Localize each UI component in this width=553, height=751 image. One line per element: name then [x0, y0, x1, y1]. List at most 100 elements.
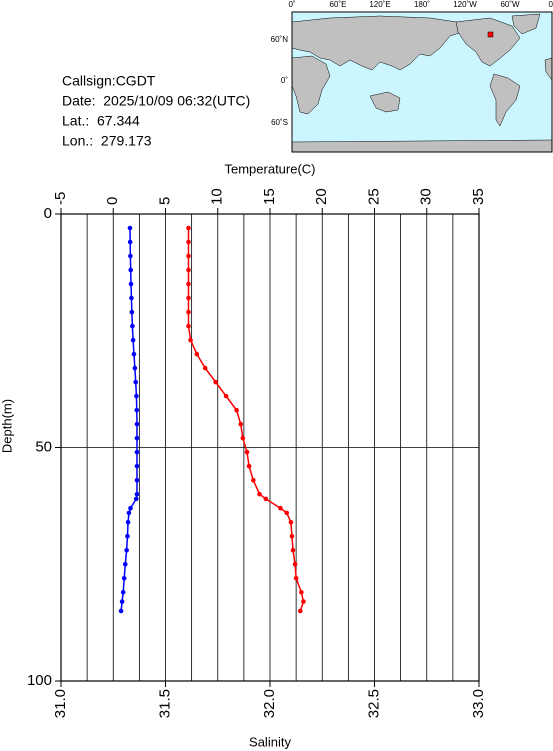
map-lat-label: 60˚N — [271, 35, 289, 44]
profile-point — [122, 561, 128, 567]
profile-point — [186, 295, 191, 301]
profile-point — [292, 561, 298, 567]
profile-point — [132, 365, 138, 371]
profile-point — [133, 496, 139, 502]
world-map — [291, 11, 553, 153]
profile-point — [257, 491, 262, 497]
bottom-tick-label: 31.5 — [156, 689, 173, 718]
longitude: Lon.: 279.173 — [62, 133, 152, 149]
profile-point — [125, 533, 130, 539]
map-lon-label: 0˚ — [288, 0, 295, 9]
y-tick-label: 50 — [35, 438, 52, 455]
profile-point — [124, 547, 129, 553]
location-marker — [487, 31, 494, 38]
profile-point — [134, 463, 140, 469]
profile-point — [293, 575, 299, 581]
continents — [291, 13, 553, 153]
top-tick-label: 5 — [156, 197, 173, 205]
bottom-tick-label: 31.0 — [52, 689, 69, 718]
profile-point — [128, 281, 134, 287]
profile-point — [121, 575, 127, 581]
top-tick-label: 30 — [418, 188, 435, 205]
bottom-tick-label: 32.0 — [261, 689, 278, 718]
y-axis-label: Depth(m) — [0, 399, 14, 453]
map-lon-label: 60˚E — [330, 0, 347, 9]
top-tick-label: 0 — [104, 197, 121, 205]
profile-point — [244, 449, 250, 455]
profile-point — [120, 589, 126, 595]
map-lat-label: 0˚ — [281, 76, 288, 85]
bottom-axis-label: Salinity — [249, 734, 291, 749]
profile-point — [129, 309, 135, 315]
profile-point — [188, 337, 193, 343]
map-lon-label: 120˚W — [453, 0, 477, 9]
profile-point — [223, 393, 229, 399]
profile-point — [130, 323, 135, 329]
profile-point — [246, 463, 252, 469]
profile-point — [134, 393, 139, 399]
profile-point — [134, 477, 140, 483]
profile-point — [213, 379, 218, 385]
profile-point — [290, 547, 296, 553]
profile-point — [134, 449, 140, 455]
top-axis-label: Temperature(C) — [224, 161, 315, 176]
profile-point — [134, 491, 140, 497]
top-tick-label: 10 — [209, 188, 226, 205]
profile-point — [126, 510, 132, 516]
profile-point — [186, 239, 191, 245]
y-tick-label: 0 — [44, 205, 52, 222]
map-lon-label: 60˚W — [500, 0, 520, 9]
date: Date: 2025/10/09 06:32(UTC) — [62, 93, 250, 109]
top-tick-label: -5 — [52, 192, 69, 205]
profile-point — [202, 365, 208, 371]
profile-point — [134, 421, 140, 427]
profile-point — [127, 239, 133, 245]
top-tick-label: 35 — [470, 188, 487, 205]
profile-point — [127, 225, 133, 231]
profile-point — [240, 435, 246, 441]
profile-point — [238, 421, 244, 427]
map-lon-label: 180˚ — [414, 0, 430, 9]
profile-point — [186, 253, 191, 259]
profile-point — [186, 281, 191, 287]
top-tick-label: 15 — [261, 188, 278, 205]
profile-point — [133, 379, 139, 385]
profile-point — [301, 599, 306, 604]
profile-point — [250, 477, 256, 483]
map-frame — [291, 11, 553, 153]
profile-line — [187, 228, 305, 612]
profile-point — [186, 225, 191, 231]
y-tick-label: 100 — [27, 672, 52, 689]
profile-point — [186, 267, 191, 273]
profile-point — [134, 435, 140, 441]
profile-point — [129, 295, 134, 301]
profile-point — [128, 267, 134, 273]
map-lon-label: 0˚ — [548, 0, 553, 9]
top-tick-label: 25 — [365, 188, 382, 205]
profile-point — [194, 351, 200, 357]
map-lon-label: 120˚E — [369, 0, 390, 9]
latitude: Lat.: 67.344 — [62, 113, 140, 129]
bottom-tick-label: 33.0 — [470, 689, 487, 718]
profile-point — [263, 496, 269, 502]
profile-point — [298, 608, 303, 614]
profile-line — [120, 227, 138, 612]
profile-point — [128, 253, 133, 259]
callsign: Callsign:CGDT — [62, 73, 156, 89]
profile-point — [128, 505, 133, 511]
profile-point — [130, 337, 136, 343]
bottom-tick-label: 32.5 — [365, 689, 382, 718]
profile-point — [186, 309, 191, 315]
profile-point — [284, 510, 290, 516]
profile-point — [125, 519, 131, 525]
map-lat-label: 60˚S — [271, 118, 288, 127]
profile-point — [131, 351, 137, 357]
profile-point — [288, 519, 294, 525]
profile-point — [278, 505, 283, 511]
top-tick-label: 20 — [313, 188, 330, 205]
profile-point — [299, 589, 304, 595]
profile-point — [134, 407, 140, 413]
profile-point — [119, 599, 125, 604]
profile-point — [118, 608, 124, 614]
